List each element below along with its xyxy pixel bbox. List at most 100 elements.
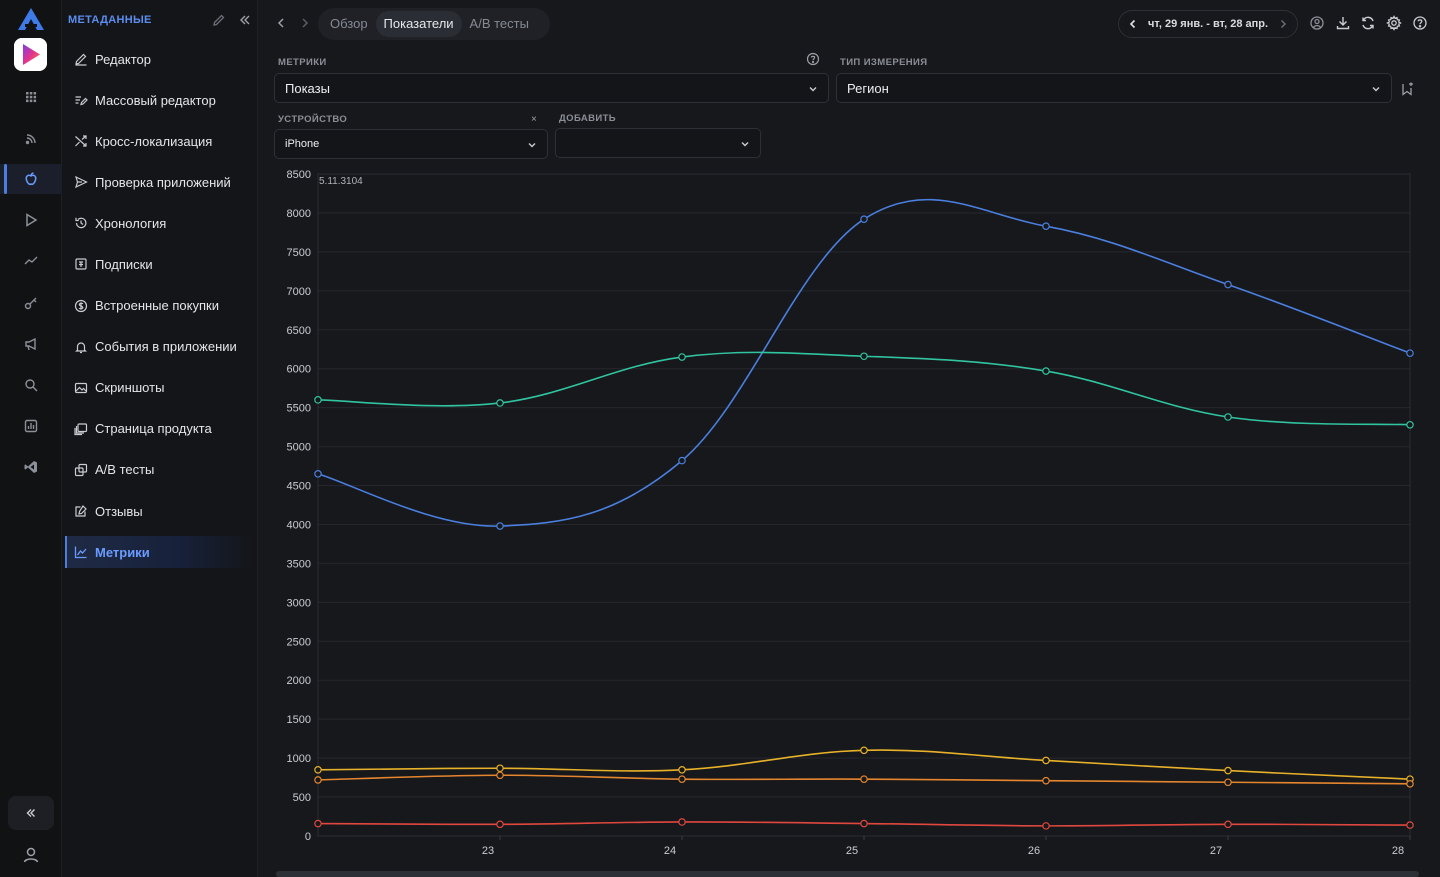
dimension-select-value: Регион: [847, 80, 889, 96]
y-tick-label: 3500: [287, 558, 311, 570]
date-range-text: чт, 29 янв. - вт, 28 апр.: [1147, 18, 1269, 30]
sidebar-item-ab-tests[interactable]: A/B тесты: [65, 454, 255, 486]
metrics-help-icon[interactable]: [806, 52, 820, 66]
sidebar-item-label: Кросс-локализация: [95, 133, 213, 149]
report-icon[interactable]: [0, 411, 62, 441]
data-point: [1224, 413, 1232, 421]
data-point: [1224, 820, 1232, 829]
x-tick-label: 24: [664, 845, 676, 857]
apps-grid-icon[interactable]: [0, 82, 62, 112]
data-point: [860, 775, 868, 783]
data-point: [1042, 776, 1050, 785]
sidebar-item-history[interactable]: Хронология: [65, 207, 255, 239]
edit-icon[interactable]: [212, 13, 226, 27]
data-point: [1042, 756, 1050, 765]
sidebar-item-in-app-purchases[interactable]: Встроенные покупки: [65, 290, 255, 322]
account-circle-icon[interactable]: [1309, 15, 1325, 31]
data-point: [678, 765, 686, 774]
plot-border: [317, 173, 1411, 837]
icon-rail: [0, 0, 62, 877]
sidebar-item-subscriptions[interactable]: Подписки: [65, 248, 255, 280]
refresh-icon[interactable]: [1360, 15, 1376, 31]
back-arrow-icon[interactable]: [274, 16, 288, 30]
y-tick-label: 3000: [287, 597, 311, 609]
y-tick-label: 7500: [287, 247, 311, 259]
sidebar-item-in-app-events[interactable]: События в приложении: [65, 331, 255, 363]
metadata-sidebar: МЕТАДАННЫЕ Редактор Массовый редактор Кр…: [62, 0, 258, 877]
y-tick-label: 2500: [287, 636, 311, 648]
visual-studio-icon[interactable]: [0, 452, 62, 482]
sidebar-item-product-page[interactable]: Страница продукта: [65, 413, 255, 445]
data-point: [314, 776, 322, 784]
sidebar-item-cross-localization[interactable]: Кросс-локализация: [65, 125, 255, 157]
series-line: [317, 198, 1411, 527]
ab-test-icon: [73, 462, 89, 478]
data-point: [496, 764, 504, 773]
version-annotation: 5.11.3104: [319, 176, 363, 187]
sidebar-item-app-review[interactable]: Проверка приложений: [65, 166, 255, 198]
user-icon[interactable]: [22, 846, 40, 864]
tab-indicators[interactable]: Показатели: [375, 11, 462, 37]
y-tick-label: 4500: [287, 481, 311, 493]
y-tick-label: 0: [305, 831, 311, 843]
y-tick-label: 6000: [287, 364, 311, 376]
sidebar-title: МЕТАДАННЫЕ: [68, 14, 152, 26]
pages-icon: [73, 421, 89, 437]
tab-ab-tests[interactable]: A/B тесты: [469, 16, 529, 31]
data-point: [678, 456, 686, 465]
save-filter-icon[interactable]: [1400, 82, 1414, 96]
x-tick-label: 23: [482, 845, 494, 857]
download-icon[interactable]: [1335, 15, 1351, 31]
horizontal-scrollbar[interactable]: [276, 871, 1419, 877]
x-tick-label: 25: [846, 845, 858, 857]
dimension-select[interactable]: Регион: [836, 73, 1392, 103]
y-tick-label: 7000: [287, 286, 311, 298]
data-point: [678, 353, 686, 361]
device-select[interactable]: iPhone: [274, 129, 548, 159]
sidebar-item-screenshots[interactable]: Скриншоты: [65, 372, 255, 404]
add-filter-select[interactable]: [555, 128, 761, 158]
chevron-right-icon[interactable]: [1277, 18, 1289, 30]
sidebar-header: МЕТАДАННЫЕ: [68, 12, 252, 28]
apple-icon[interactable]: [0, 164, 62, 194]
y-tick-label: 2000: [287, 675, 311, 687]
y-tick-label: 6500: [287, 325, 311, 337]
feed-icon[interactable]: [0, 124, 62, 154]
sidebar-item-editor[interactable]: Редактор: [65, 43, 255, 75]
sidebar-item-reviews[interactable]: Отзывы: [65, 495, 255, 527]
play-store-icon[interactable]: [0, 205, 62, 235]
metrics-label: МЕТРИКИ: [278, 57, 327, 68]
y-tick-label: 8000: [287, 208, 311, 220]
chevron-down-icon: [741, 142, 749, 147]
collapse-sidebar-icon[interactable]: [238, 13, 252, 27]
forward-arrow-icon[interactable]: [298, 16, 312, 30]
data-point: [678, 775, 686, 783]
dimension-label: ТИП ИЗМЕРЕНИЯ: [840, 57, 928, 68]
megaphone-icon[interactable]: [0, 329, 62, 359]
collapse-rail-button[interactable]: [8, 796, 54, 830]
key-icon[interactable]: [0, 288, 62, 318]
search-settings-icon[interactable]: [0, 370, 62, 400]
brand-logo-icon[interactable]: [17, 7, 45, 31]
history-icon: [73, 215, 89, 231]
chart-line-icon: [73, 544, 89, 560]
gear-icon[interactable]: [1386, 15, 1402, 31]
trend-icon[interactable]: [0, 246, 62, 276]
bulk-edit-icon: [73, 92, 89, 108]
chevron-down-icon: [528, 143, 536, 148]
chevron-left-icon[interactable]: [1127, 18, 1139, 30]
sidebar-item-metrics[interactable]: Метрики: [65, 536, 255, 569]
view-tabs: Обзор Показатели A/B тесты: [318, 8, 550, 40]
send-icon: [73, 174, 89, 190]
metrics-select[interactable]: Показы: [274, 73, 829, 103]
device-clear-button[interactable]: ×: [531, 114, 537, 125]
data-point: [1406, 420, 1414, 429]
date-range-picker[interactable]: чт, 29 янв. - вт, 28 апр.: [1118, 10, 1298, 38]
metrics-chart: 0 500 1000 1500 2000 2500 3000 3500 4000 4500 5000…: [258, 160, 1440, 877]
bell-icon: [73, 339, 89, 355]
help-icon[interactable]: [1412, 15, 1428, 31]
sidebar-item-bulk-editor[interactable]: Массовый редактор: [65, 84, 255, 116]
tab-overview[interactable]: Обзор: [330, 16, 368, 31]
app-icon[interactable]: [14, 38, 47, 71]
pencil-icon: [73, 51, 89, 67]
